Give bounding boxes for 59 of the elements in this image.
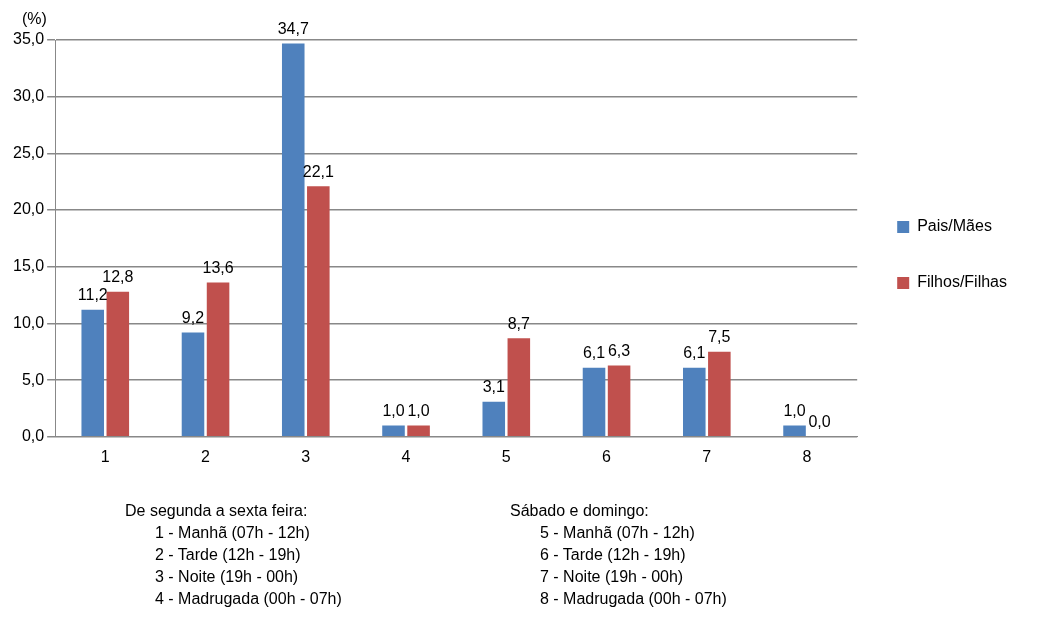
data-label: 1,0	[407, 401, 430, 419]
data-label: 13,6	[202, 259, 234, 277]
text: 1 - Manhã (07h - 12h)	[154, 523, 311, 543]
data-label: 3,1	[482, 378, 505, 396]
data-label: 6,1	[683, 344, 706, 362]
bar	[507, 338, 531, 437]
data-label: 1,0	[783, 401, 806, 419]
text: 6 - Tarde (12h - 19h)	[539, 545, 687, 565]
x-tick-label: 6	[602, 447, 612, 465]
y-tick-label: 30,0	[13, 87, 45, 105]
bar	[206, 282, 230, 437]
bar	[683, 367, 706, 437]
text: De segunda a sexta feira:	[125, 501, 309, 521]
legend-label: Pais/Mães	[917, 217, 992, 235]
y-tick-label: 5,0	[21, 370, 45, 388]
y-tick-label: 0,0	[21, 427, 45, 445]
y-tick-label: 10,0	[13, 313, 45, 331]
x-tick-label: 1	[100, 447, 110, 465]
y-tick-label: 20,0	[13, 200, 45, 218]
text: 7 - Noite (19h - 00h)	[539, 567, 685, 587]
text: Sábado e domingo:	[510, 501, 650, 521]
bar	[783, 425, 806, 437]
text: 2 - Tarde (12h - 19h)	[154, 545, 302, 565]
x-tick-label: 2	[201, 447, 211, 465]
bar	[382, 425, 405, 437]
data-label: 6,3	[607, 341, 631, 359]
x-tick-label: 4	[401, 447, 411, 465]
data-label: 0,0	[808, 413, 831, 431]
bar	[607, 365, 631, 437]
data-label: 12,8	[102, 268, 134, 286]
x-tick-label: 8	[802, 447, 812, 465]
data-label: 7,5	[708, 328, 731, 346]
y-tick-label: 25,0	[13, 143, 45, 161]
x-tick-label: 3	[301, 447, 311, 465]
bar	[307, 186, 330, 437]
bar	[106, 291, 130, 437]
data-label: 34,7	[277, 19, 309, 37]
x-tick-label: 5	[501, 447, 511, 465]
text: 4 - Madrugada (00h - 07h)	[154, 589, 342, 609]
data-label: 9,2	[181, 308, 205, 326]
data-label: 8,7	[507, 314, 531, 332]
x-tick-label: 7	[702, 447, 712, 465]
bar	[181, 332, 205, 437]
bar	[281, 43, 305, 437]
data-label: 11,2	[77, 286, 108, 304]
bar	[708, 351, 731, 437]
bar	[582, 367, 606, 437]
text: 3 - Noite (19h - 00h)	[154, 567, 300, 587]
bar	[407, 425, 430, 437]
data-label: 6,1	[582, 344, 606, 362]
text: 8 - Madrugada (00h - 07h)	[539, 589, 727, 609]
y-tick-label: 35,0	[13, 30, 45, 48]
bar	[81, 309, 105, 437]
text: 5 - Manhã (07h - 12h)	[539, 523, 696, 543]
data-label: 1,0	[382, 401, 405, 419]
bar	[482, 401, 506, 437]
y-axis-title: (%)	[22, 10, 47, 28]
legend-label: Filhos/Filhas	[917, 273, 1008, 291]
y-tick-label: 15,0	[13, 257, 45, 275]
